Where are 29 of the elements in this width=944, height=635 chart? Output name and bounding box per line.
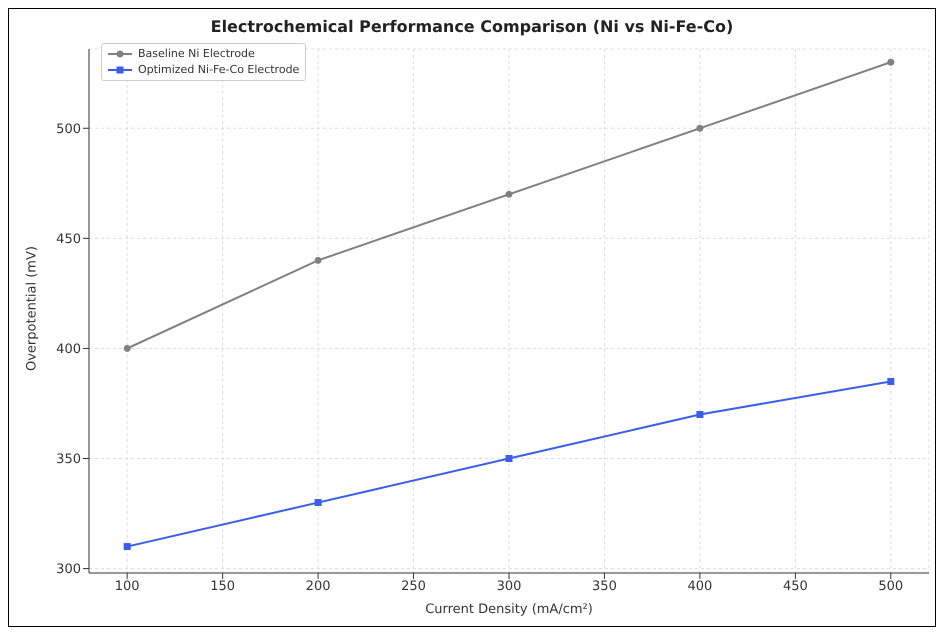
- x-tick-label: 450: [782, 579, 808, 594]
- x-tick-label: 350: [592, 579, 617, 594]
- point: [887, 58, 894, 66]
- point: [696, 124, 704, 132]
- x-tick-label: 300: [496, 579, 522, 594]
- y-tick-label: 350: [56, 452, 81, 468]
- point: [124, 543, 131, 550]
- point: [887, 378, 894, 385]
- x-tick-label: 100: [114, 579, 140, 594]
- x-tick-label: 250: [401, 579, 426, 594]
- y-tick-label: 400: [56, 342, 81, 358]
- point: [696, 410, 704, 418]
- point: [124, 344, 131, 352]
- chart-title: Electrochemical Performance Comparison (Ni vs Ni-Fe-Co): [210, 16, 734, 38]
- point: [314, 256, 322, 264]
- point: [314, 499, 322, 506]
- y-tick-label: 300: [56, 562, 81, 578]
- y-tick-label: 450: [56, 232, 81, 247]
- y-tick-label: 500: [56, 122, 81, 137]
- x-axis-title: Current Density (mA/cm²): [425, 602, 593, 617]
- legend-label: Optimized Ni-Fe-Co Electrode: [138, 62, 300, 78]
- legend-label: Baseline Ni Electrode: [138, 46, 255, 62]
- y-axis-title: Overpotential (mV): [24, 246, 40, 371]
- point: [506, 190, 512, 198]
- x-tick-label: 150: [210, 579, 236, 594]
- x-tick-label: 400: [687, 579, 712, 594]
- x-tick-label: 200: [306, 579, 331, 594]
- point: [506, 455, 512, 462]
- x-tick-label: 500: [878, 579, 904, 594]
